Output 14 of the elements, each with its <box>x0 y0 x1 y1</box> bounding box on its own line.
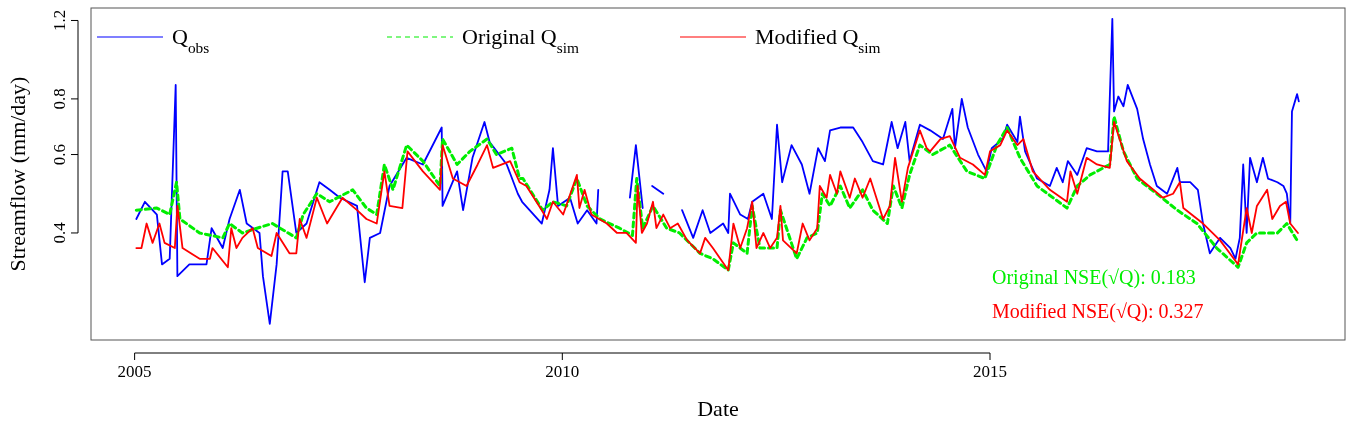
y-axis-title: Streamflow (mm/day) <box>5 76 30 272</box>
annotation: Original NSE(√Q): 0.183 <box>992 266 1196 289</box>
y-tick-label: 1.2 <box>50 9 69 32</box>
x-tick-label: 2005 <box>117 362 152 381</box>
annotation: Modified NSE(√Q): 0.327 <box>992 300 1204 323</box>
y-tick-label: 0.4 <box>50 221 69 244</box>
legend-label: Modified Q$_{sim}$ <box>755 24 881 56</box>
y-tick-label: 0.8 <box>50 88 69 110</box>
y-tick-label: 0.6 <box>50 143 69 166</box>
legend-label: Q$_{obs}$ <box>172 24 210 56</box>
x-tick-label: 2015 <box>973 362 1008 381</box>
x-axis-title: Date <box>697 396 739 421</box>
legend-label: Original Q$_{sim}$ <box>462 24 579 56</box>
x-tick-label: 2010 <box>545 362 580 381</box>
